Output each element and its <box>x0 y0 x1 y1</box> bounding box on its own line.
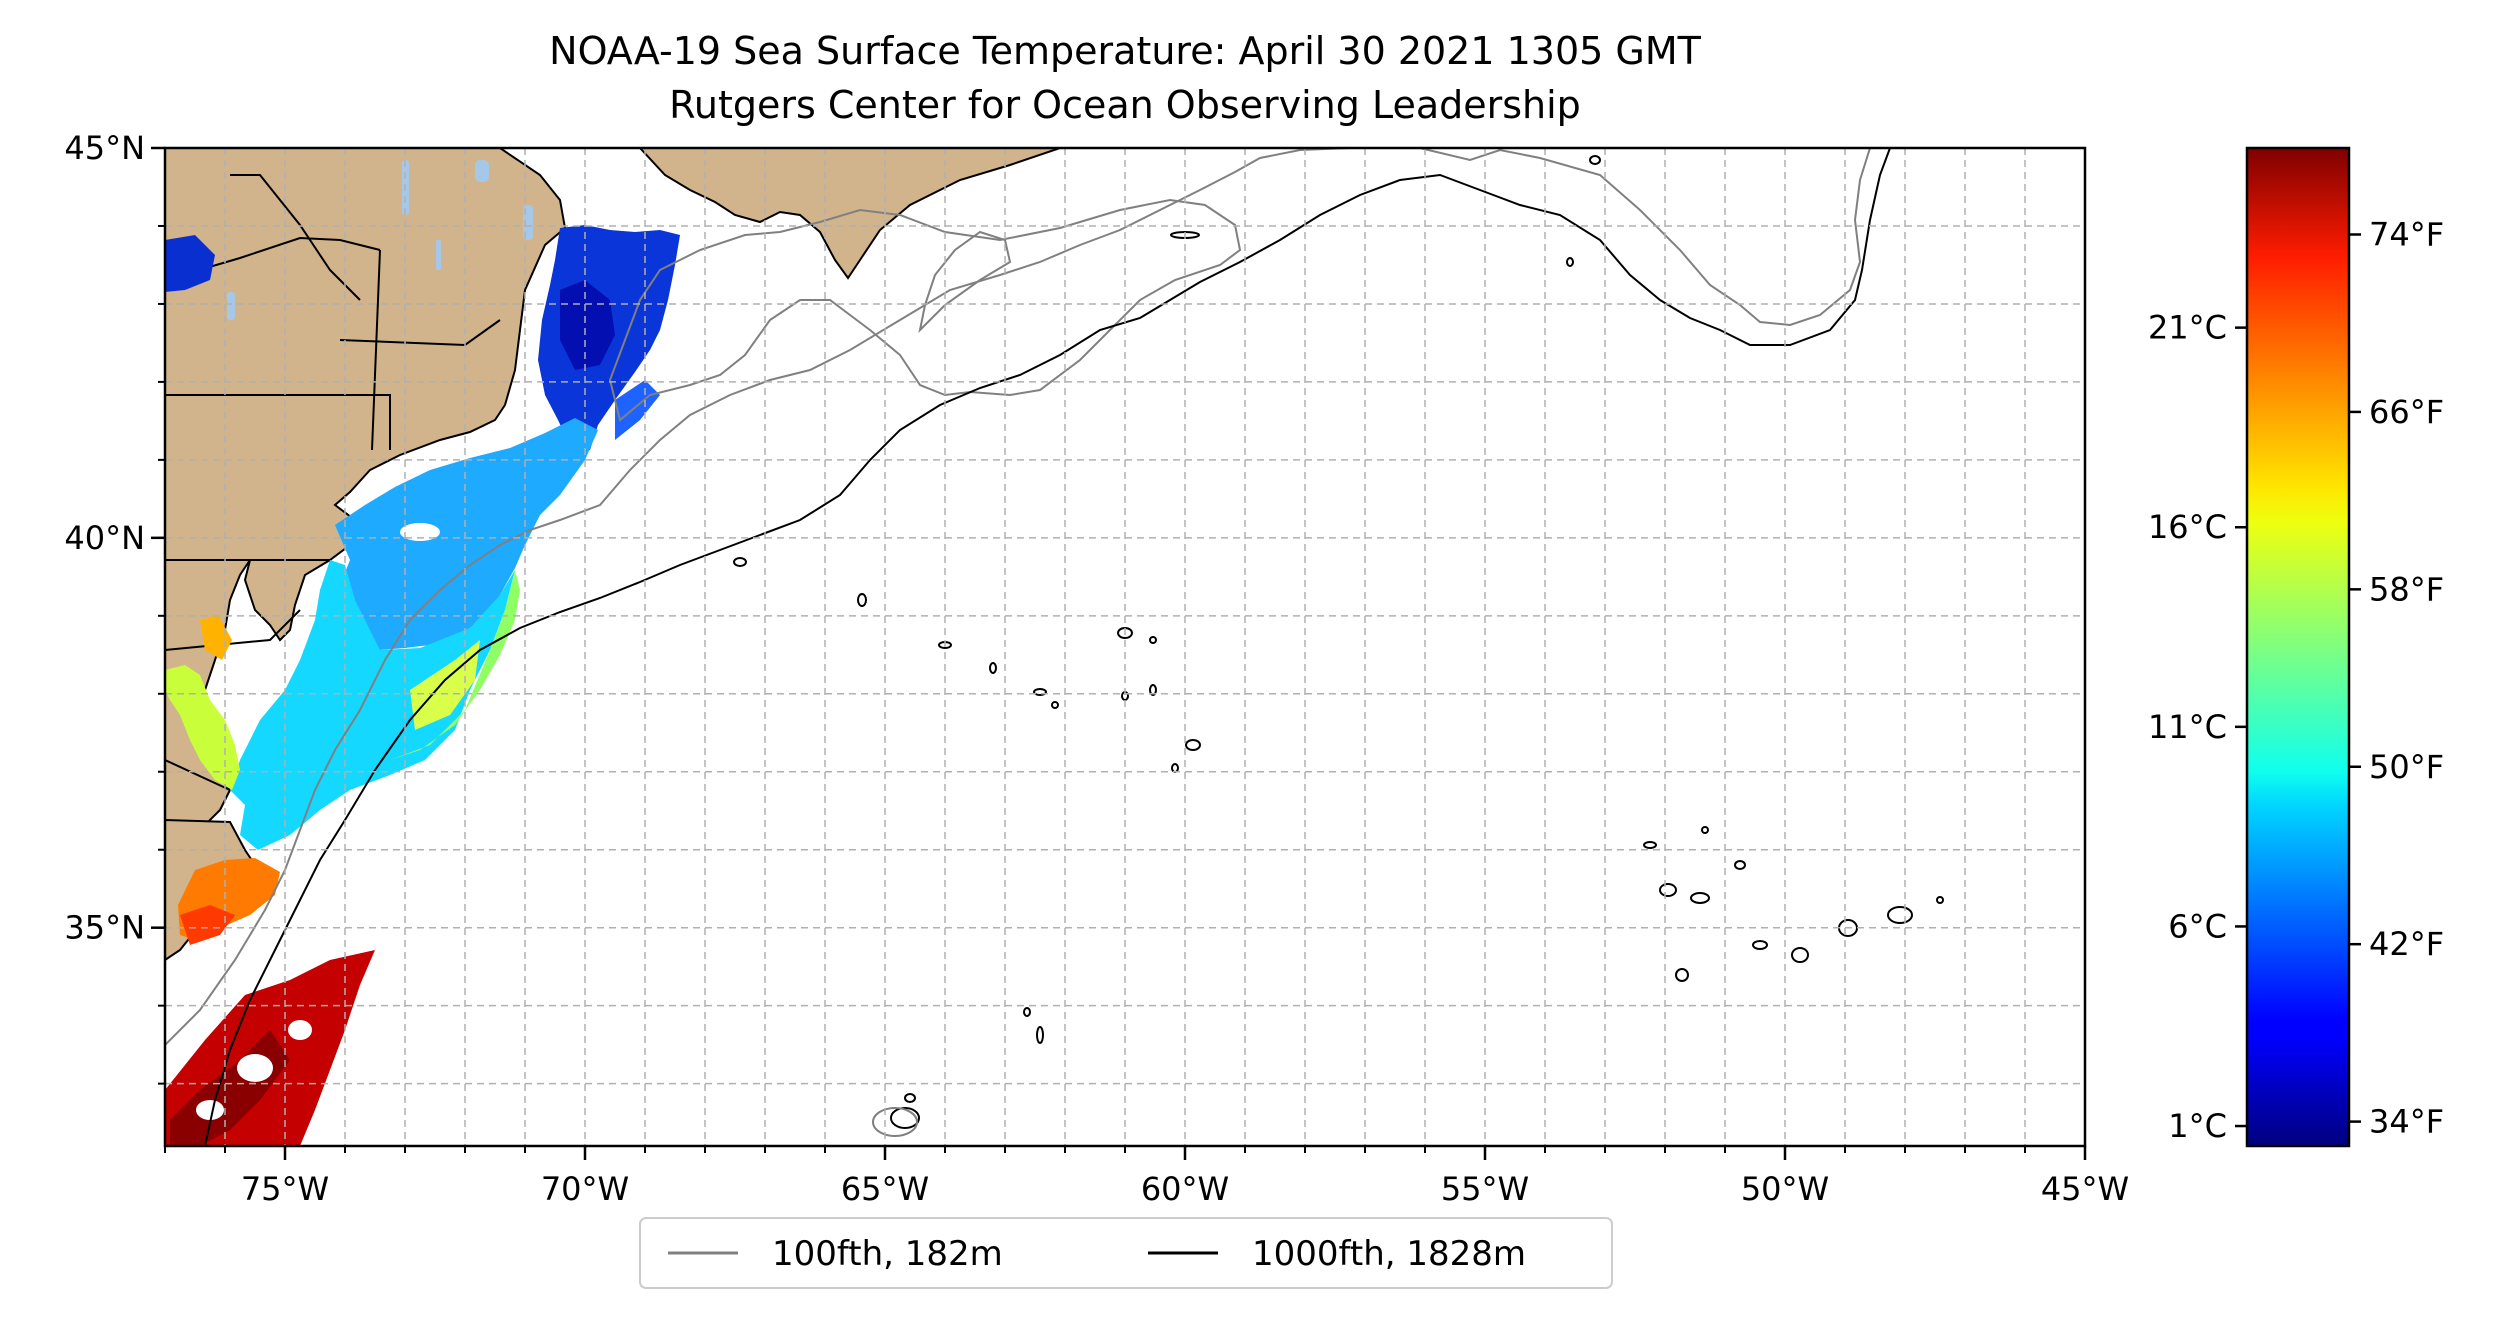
state-borders <box>165 174 501 791</box>
sst-shelf-south <box>390 570 520 760</box>
contour-100fth-bay <box>918 230 1012 334</box>
lon-tick-label: 70°W <box>541 1170 629 1208</box>
colorbar-label-fahrenheit: 42°F <box>2369 925 2444 963</box>
lake <box>227 292 235 320</box>
colorbar-gradient <box>2245 146 2351 1148</box>
contour-1000fth-line <box>204 148 1891 1146</box>
contour-100fth-inner <box>608 198 1242 422</box>
sst-pamlico-hot <box>180 905 235 945</box>
colorbar-label-fahrenheit: 66°F <box>2369 393 2444 431</box>
lat-tick-label: 45°N <box>64 129 145 167</box>
colorbar-label-celsius: 6°C <box>2168 907 2227 945</box>
lon-tick-label: 60°W <box>1141 1170 1229 1208</box>
lakes <box>227 160 533 320</box>
colorbar-label-celsius: 11°C <box>2148 708 2227 746</box>
map-area: 75°W 70°W 65°W 60°W 55°W 50°W 45°W 45°N 40°N 35°N <box>64 129 2129 1208</box>
lat-tick-label: 40°N <box>64 519 145 557</box>
map-subtitle: Rutgers Center for Ocean Observing Leade… <box>669 83 1581 127</box>
lon-tick-label: 50°W <box>1741 1170 1829 1208</box>
sst-gulf-of-maine-cold-core <box>560 280 615 370</box>
axis-ticks: 75°W 70°W 65°W 60°W 55°W 50°W 45°W 45°N 40°N 35°N <box>64 129 2129 1208</box>
seamount-contours <box>872 1107 918 1137</box>
gridlines <box>165 148 2085 1146</box>
colorbar-ticks: 1°C 6°C 11°C 16°C 21°C 34°F 42°F 50°F 58°F 66°F 74… <box>2148 215 2444 1145</box>
colorbar-label-celsius: 1°C <box>2168 1107 2227 1145</box>
legend-box <box>639 1217 1613 1289</box>
sst-shelf-north <box>330 418 598 665</box>
legend-label-1000fth: 1000fth, 1828m <box>1252 1234 1526 1274</box>
lon-tick-label: 45°W <box>2041 1170 2129 1208</box>
legend-label-100fth: 100fth, 182m <box>772 1234 1003 1274</box>
sst-shelf-south-warm <box>410 640 480 730</box>
colorbar-label-celsius: 16°C <box>2148 508 2227 546</box>
colorbar-label-fahrenheit: 74°F <box>2369 215 2444 253</box>
lon-tick-label: 75°W <box>241 1170 329 1208</box>
map-title: NOAA-19 Sea Surface Temperature: April 3… <box>549 29 1701 73</box>
lat-tick-label: 35°N <box>64 909 145 947</box>
sst-delmarva-warm <box>200 615 232 660</box>
bathymetry-contours <box>165 148 1891 1146</box>
lon-tick-label: 55°W <box>1441 1170 1529 1208</box>
lake <box>436 240 441 270</box>
colorbar-label-fahrenheit: 58°F <box>2369 570 2444 608</box>
sst-cloud-gaps <box>196 523 440 1120</box>
colorbar-label-fahrenheit: 34°F <box>2369 1103 2444 1141</box>
lon-tick-label: 65°W <box>841 1170 929 1208</box>
sst-patch-nw <box>165 235 215 292</box>
colorbar: 1°C 6°C 11°C 16°C 21°C 34°F 42°F 50°F 58°F 66°F 74… <box>2148 146 2444 1148</box>
sst-shelf-middle <box>230 560 515 850</box>
legend: 100fth, 182m 1000fth, 1828m <box>639 1217 1613 1289</box>
colorbar-label-fahrenheit: 50°F <box>2369 748 2444 786</box>
colorbar-label-celsius: 21°C <box>2148 309 2227 347</box>
contour-100fth-line <box>165 148 1871 1046</box>
lake <box>475 160 489 182</box>
sst-chesapeake <box>165 665 240 790</box>
